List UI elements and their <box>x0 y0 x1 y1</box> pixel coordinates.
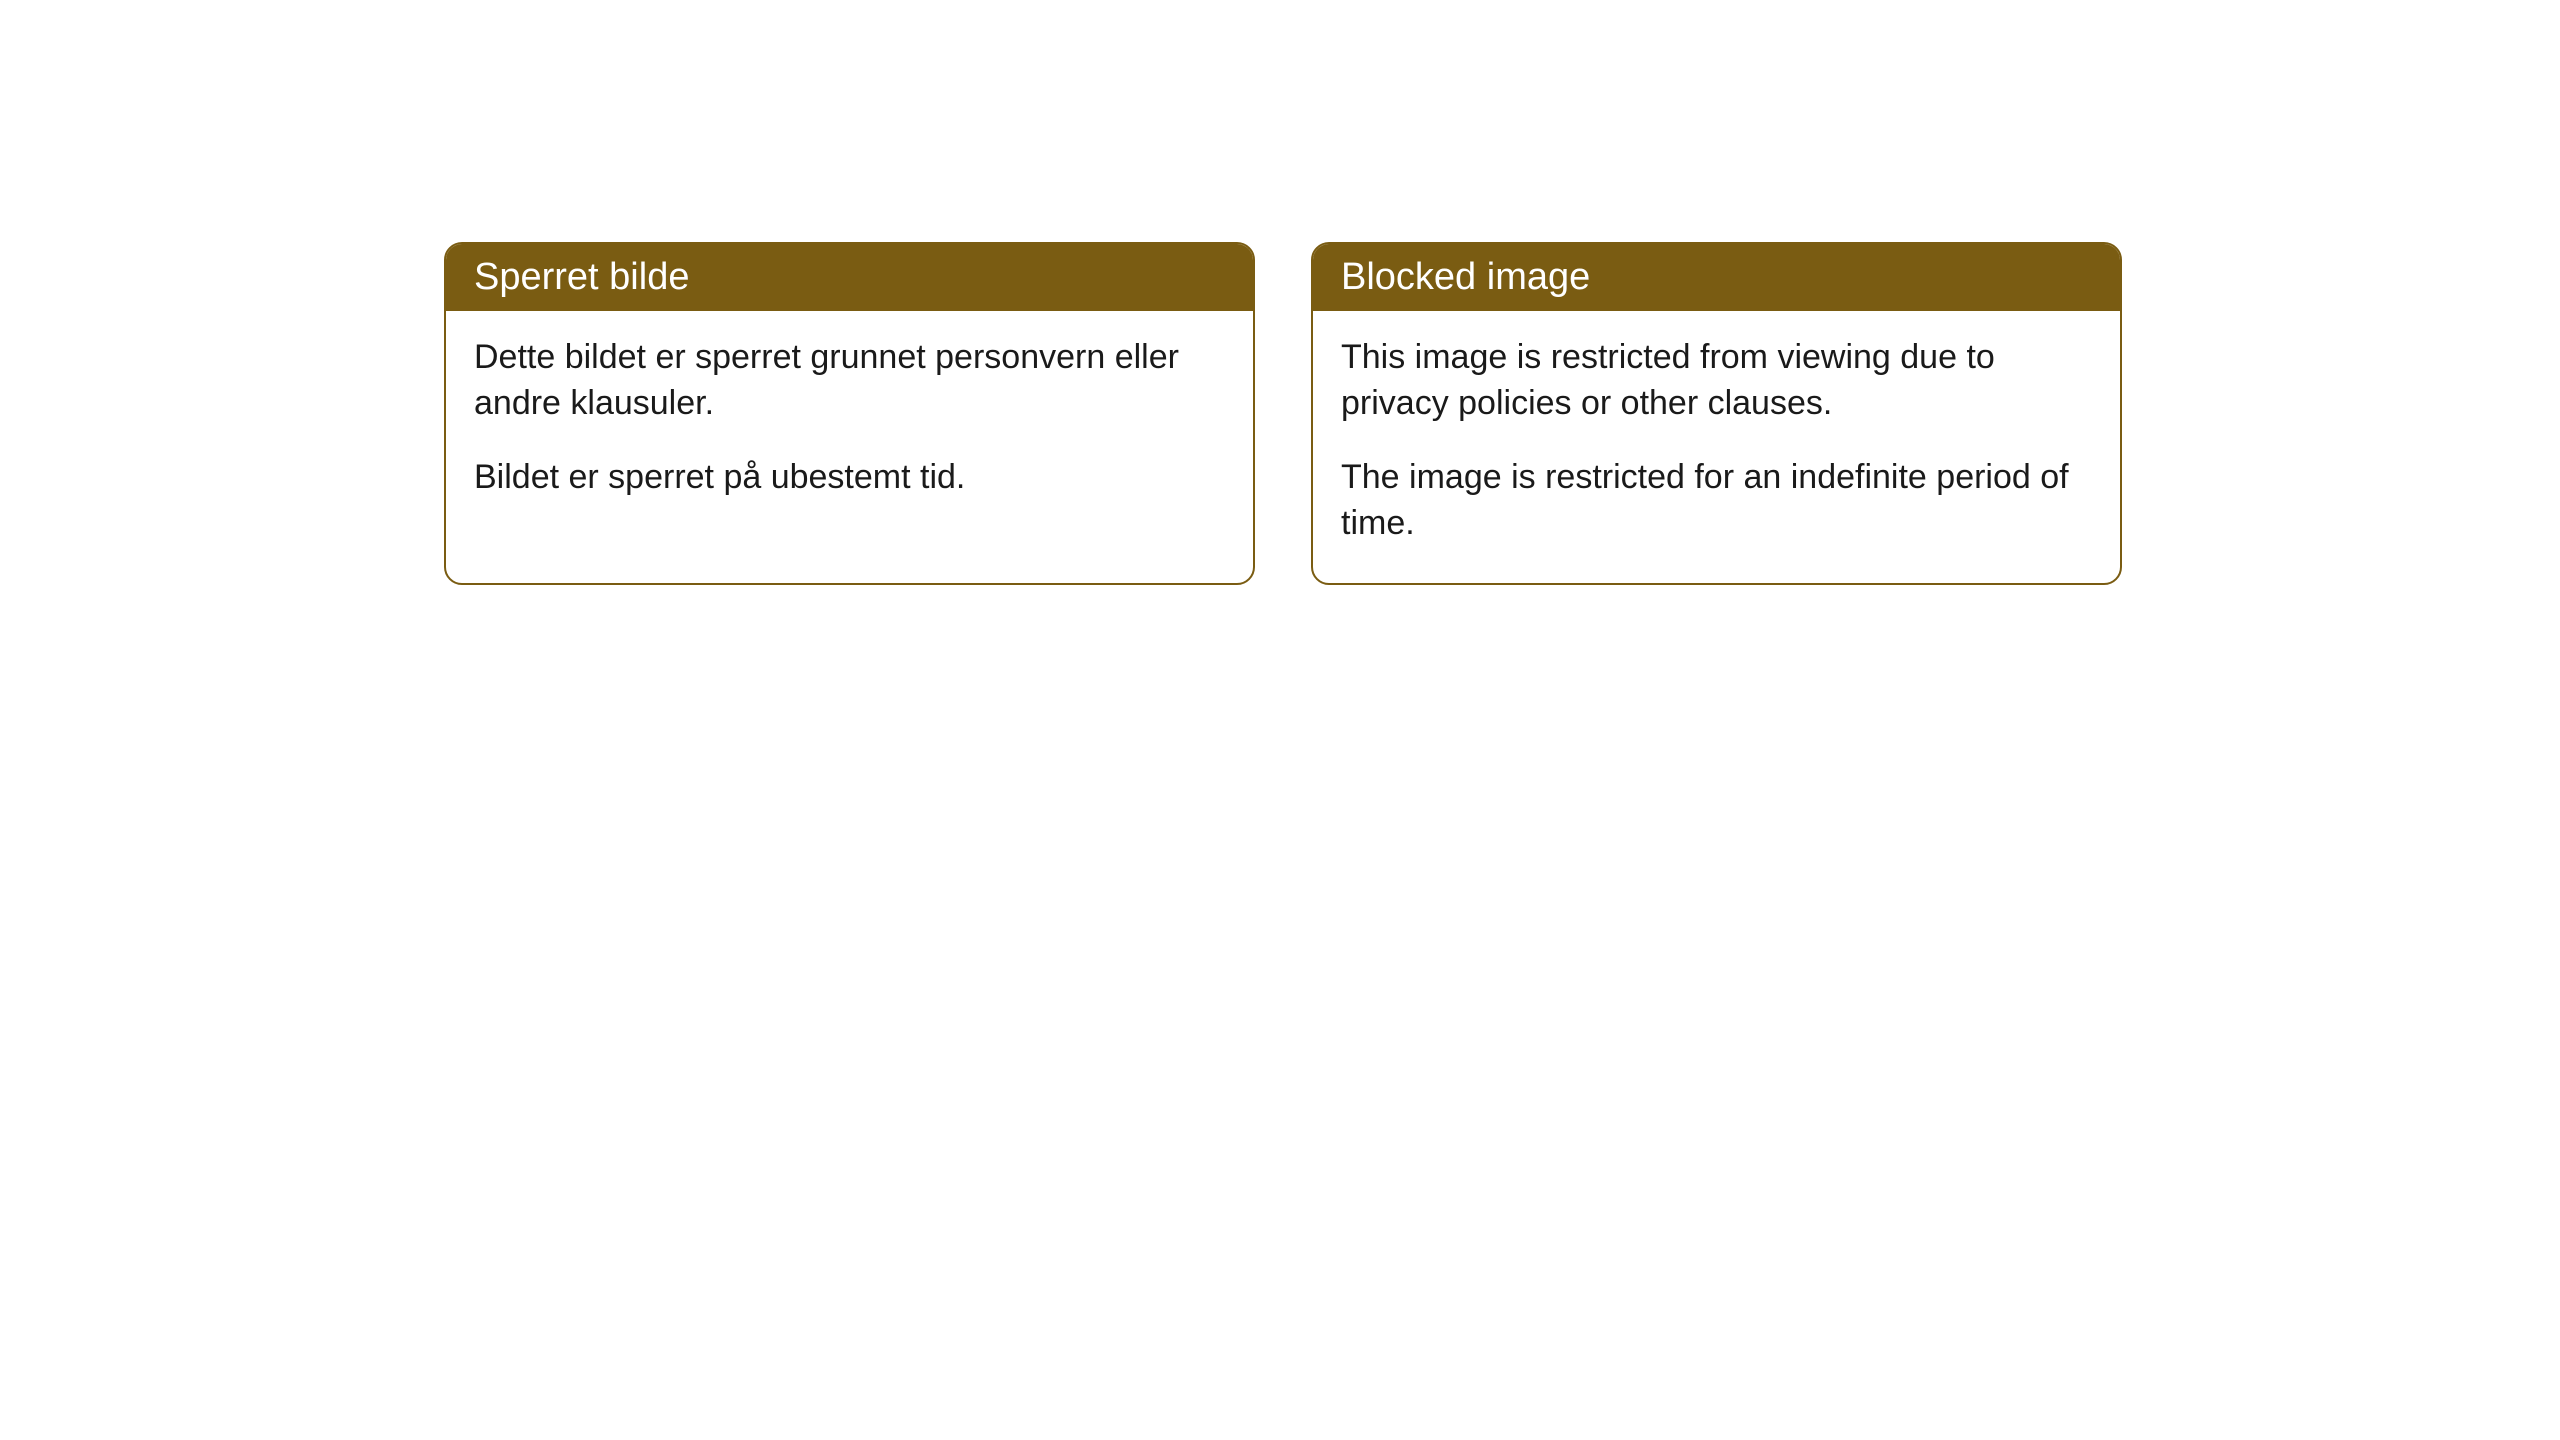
card-paragraph-no-2: Bildet er sperret på ubestemt tid. <box>474 455 1225 501</box>
card-body-no: Dette bildet er sperret grunnet personve… <box>446 311 1253 537</box>
blocked-image-card-en: Blocked image This image is restricted f… <box>1311 242 2122 585</box>
card-body-en: This image is restricted from viewing du… <box>1313 311 2120 583</box>
card-paragraph-no-1: Dette bildet er sperret grunnet personve… <box>474 335 1225 427</box>
card-header-en: Blocked image <box>1313 244 2120 311</box>
card-title-en: Blocked image <box>1341 256 1590 298</box>
card-paragraph-en-1: This image is restricted from viewing du… <box>1341 335 2092 427</box>
notice-container: Sperret bilde Dette bildet er sperret gr… <box>444 242 2122 585</box>
card-header-no: Sperret bilde <box>446 244 1253 311</box>
card-paragraph-en-2: The image is restricted for an indefinit… <box>1341 455 2092 547</box>
card-title-no: Sperret bilde <box>474 256 689 298</box>
blocked-image-card-no: Sperret bilde Dette bildet er sperret gr… <box>444 242 1255 585</box>
